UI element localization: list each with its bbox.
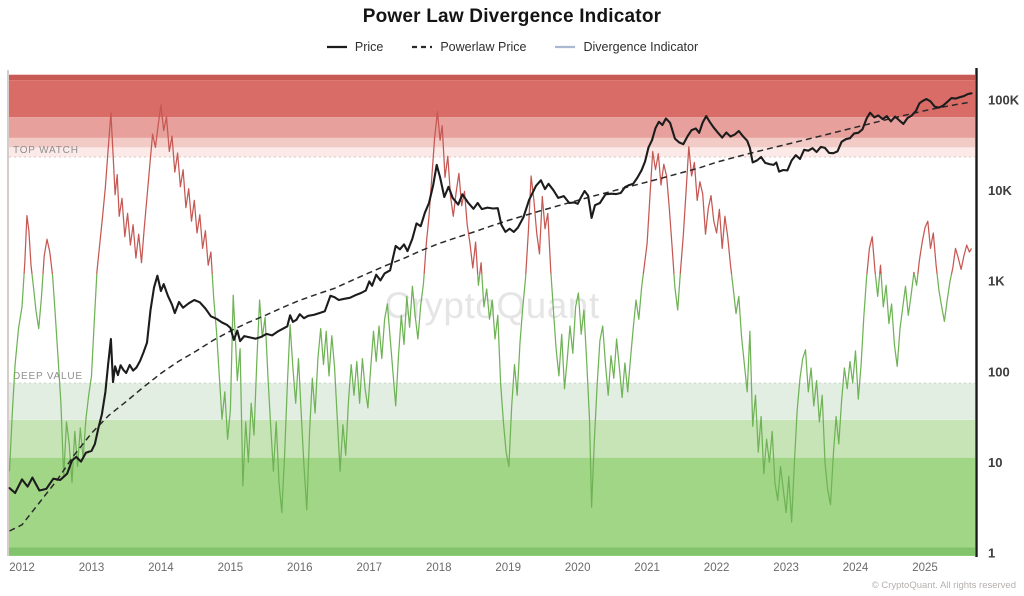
- x-tick-label: 2019: [495, 562, 521, 574]
- top-watch-label: TOP WATCH: [13, 145, 79, 156]
- legend-item-powerlaw-price: Powerlaw Price: [411, 40, 526, 54]
- legend-item-label: Divergence Indicator: [583, 40, 699, 54]
- zone-top-red-3: [9, 117, 975, 138]
- divergence-series-line-above: [23, 104, 973, 275]
- x-tick-label: 2022: [704, 562, 730, 574]
- zone-bottom-green-3: [9, 457, 975, 548]
- legend-item-label: Price: [354, 40, 384, 54]
- y-tick-label: 1: [988, 546, 995, 561]
- price-series-line: [8, 92, 973, 495]
- x-tick-label: 2014: [148, 562, 174, 574]
- y-tick-label: 1K: [988, 274, 1005, 289]
- x-tick-label: 2016: [287, 562, 313, 574]
- x-tick-label: 2013: [79, 562, 105, 574]
- dashed-line-swatch-icon: [412, 45, 433, 49]
- copyright-text: © CryptoQuant. All rights reserved: [871, 580, 1016, 591]
- x-tick-label: 2012: [9, 562, 35, 574]
- y-tick-label: 100: [988, 364, 1010, 379]
- x-tick-label: 2020: [565, 562, 591, 574]
- zone-top-red-1: [9, 74, 975, 80]
- chart-title: Power Law Divergence Indicator: [362, 6, 662, 27]
- x-tick-label: 2025: [912, 562, 938, 574]
- zone-bottom-green-1: [9, 383, 975, 420]
- zone-bottom-green-2: [9, 420, 975, 458]
- zone-top-red-5: [9, 147, 975, 157]
- y-tick-label: 100K: [988, 93, 1020, 108]
- legend-item-price: Price: [326, 40, 383, 54]
- line-swatch-icon: [555, 45, 576, 49]
- x-tick-label: 2018: [426, 562, 452, 574]
- deep-value-label: DEEP VALUE: [13, 371, 83, 382]
- x-tick-label: 2021: [634, 562, 660, 574]
- powerlaw-series-line: [9, 101, 972, 532]
- x-tick-label: 2024: [843, 562, 869, 574]
- legend-item-divergence-indicator: Divergence Indicator: [554, 40, 698, 54]
- zone-top-red-4: [9, 137, 975, 148]
- legend: Price Powerlaw Price Divergence Indicator: [0, 40, 1024, 54]
- y-tick-label: 10: [988, 455, 1002, 470]
- zone-bottom-green-4: [9, 547, 975, 556]
- y-tick-label: 10K: [988, 183, 1012, 198]
- x-tick-label: 2023: [773, 562, 799, 574]
- zone-top-red-2: [9, 80, 975, 118]
- legend-item-label: Powerlaw Price: [440, 40, 527, 54]
- line-swatch-icon: [326, 45, 347, 49]
- x-tick-label: 2017: [357, 562, 383, 574]
- x-tick-label: 2015: [218, 562, 244, 574]
- divergence-series-line-below: [8, 274, 953, 523]
